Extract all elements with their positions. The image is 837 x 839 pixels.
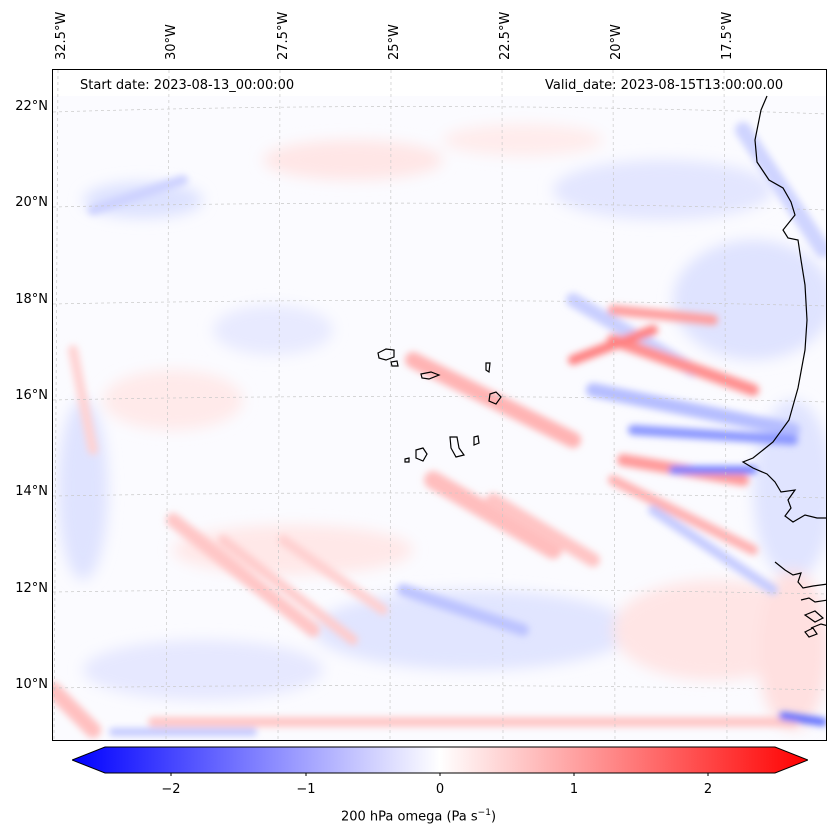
colorbar-label-close: ) bbox=[490, 809, 497, 825]
lat-label-12n: 12°N bbox=[15, 581, 48, 596]
omega-broad-patches bbox=[58, 124, 826, 730]
lon-label-25w: 25°W bbox=[387, 24, 402, 60]
island-maio bbox=[473, 435, 480, 446]
valid-date-label: Valid_date: 2023-08-15T13:00:00.00 bbox=[545, 78, 784, 93]
lat-label-10n: 10°N bbox=[15, 677, 48, 692]
lat-label-22n: 22°N bbox=[15, 99, 48, 114]
colorbar-tick-0: 0 bbox=[435, 782, 445, 797]
lon-label-22-5w: 22.5°W bbox=[498, 11, 513, 60]
cape-verde-islands bbox=[377, 348, 502, 463]
graticule bbox=[53, 70, 826, 740]
colorbar-tick-2: 2 bbox=[703, 782, 713, 797]
lon-label-32-5w: 32.5°W bbox=[54, 11, 69, 60]
colorbar-label: 200 hPa omega (Pa s−1) bbox=[0, 808, 837, 824]
island-santo-antao bbox=[377, 348, 395, 361]
map-panel[interactable] bbox=[52, 69, 827, 741]
island-santiago bbox=[449, 436, 466, 458]
lon-label-17-5w: 17.5°W bbox=[720, 11, 735, 60]
colorbar-label-text: 200 hPa omega (Pa s bbox=[340, 809, 478, 825]
colorbar-label-exponent: −1 bbox=[477, 808, 491, 818]
omega-streaks bbox=[53, 122, 826, 738]
title-band bbox=[53, 70, 826, 96]
island-fogo bbox=[415, 447, 428, 462]
start-date-label: Start date: 2023-08-13_00:00:00 bbox=[80, 78, 295, 93]
island-boa-vista bbox=[488, 391, 502, 405]
colorbar-tick-1: 1 bbox=[569, 782, 579, 797]
colorbar-bar bbox=[72, 746, 808, 774]
island-brava bbox=[404, 457, 410, 463]
island-sao-nicolau bbox=[420, 371, 441, 380]
colorbar-tick-neg1: −1 bbox=[296, 782, 316, 797]
island-sal bbox=[485, 362, 491, 374]
west-africa-coastline bbox=[741, 95, 826, 638]
lon-label-27-5w: 27.5°W bbox=[276, 11, 291, 60]
lat-label-18n: 18°N bbox=[15, 292, 48, 307]
colorbar-tick-neg2: −2 bbox=[161, 782, 181, 797]
lat-label-20n: 20°N bbox=[15, 195, 48, 210]
lat-label-16n: 16°N bbox=[15, 388, 48, 403]
lon-label-30w: 30°W bbox=[164, 24, 179, 60]
colorbar bbox=[72, 746, 808, 776]
omega-field-map bbox=[53, 70, 826, 740]
lon-label-20w: 20°W bbox=[609, 24, 624, 60]
lat-label-14n: 14°N bbox=[15, 484, 48, 499]
colorbar-tick-marks bbox=[170, 773, 709, 776]
island-sao-vicente bbox=[390, 360, 399, 367]
